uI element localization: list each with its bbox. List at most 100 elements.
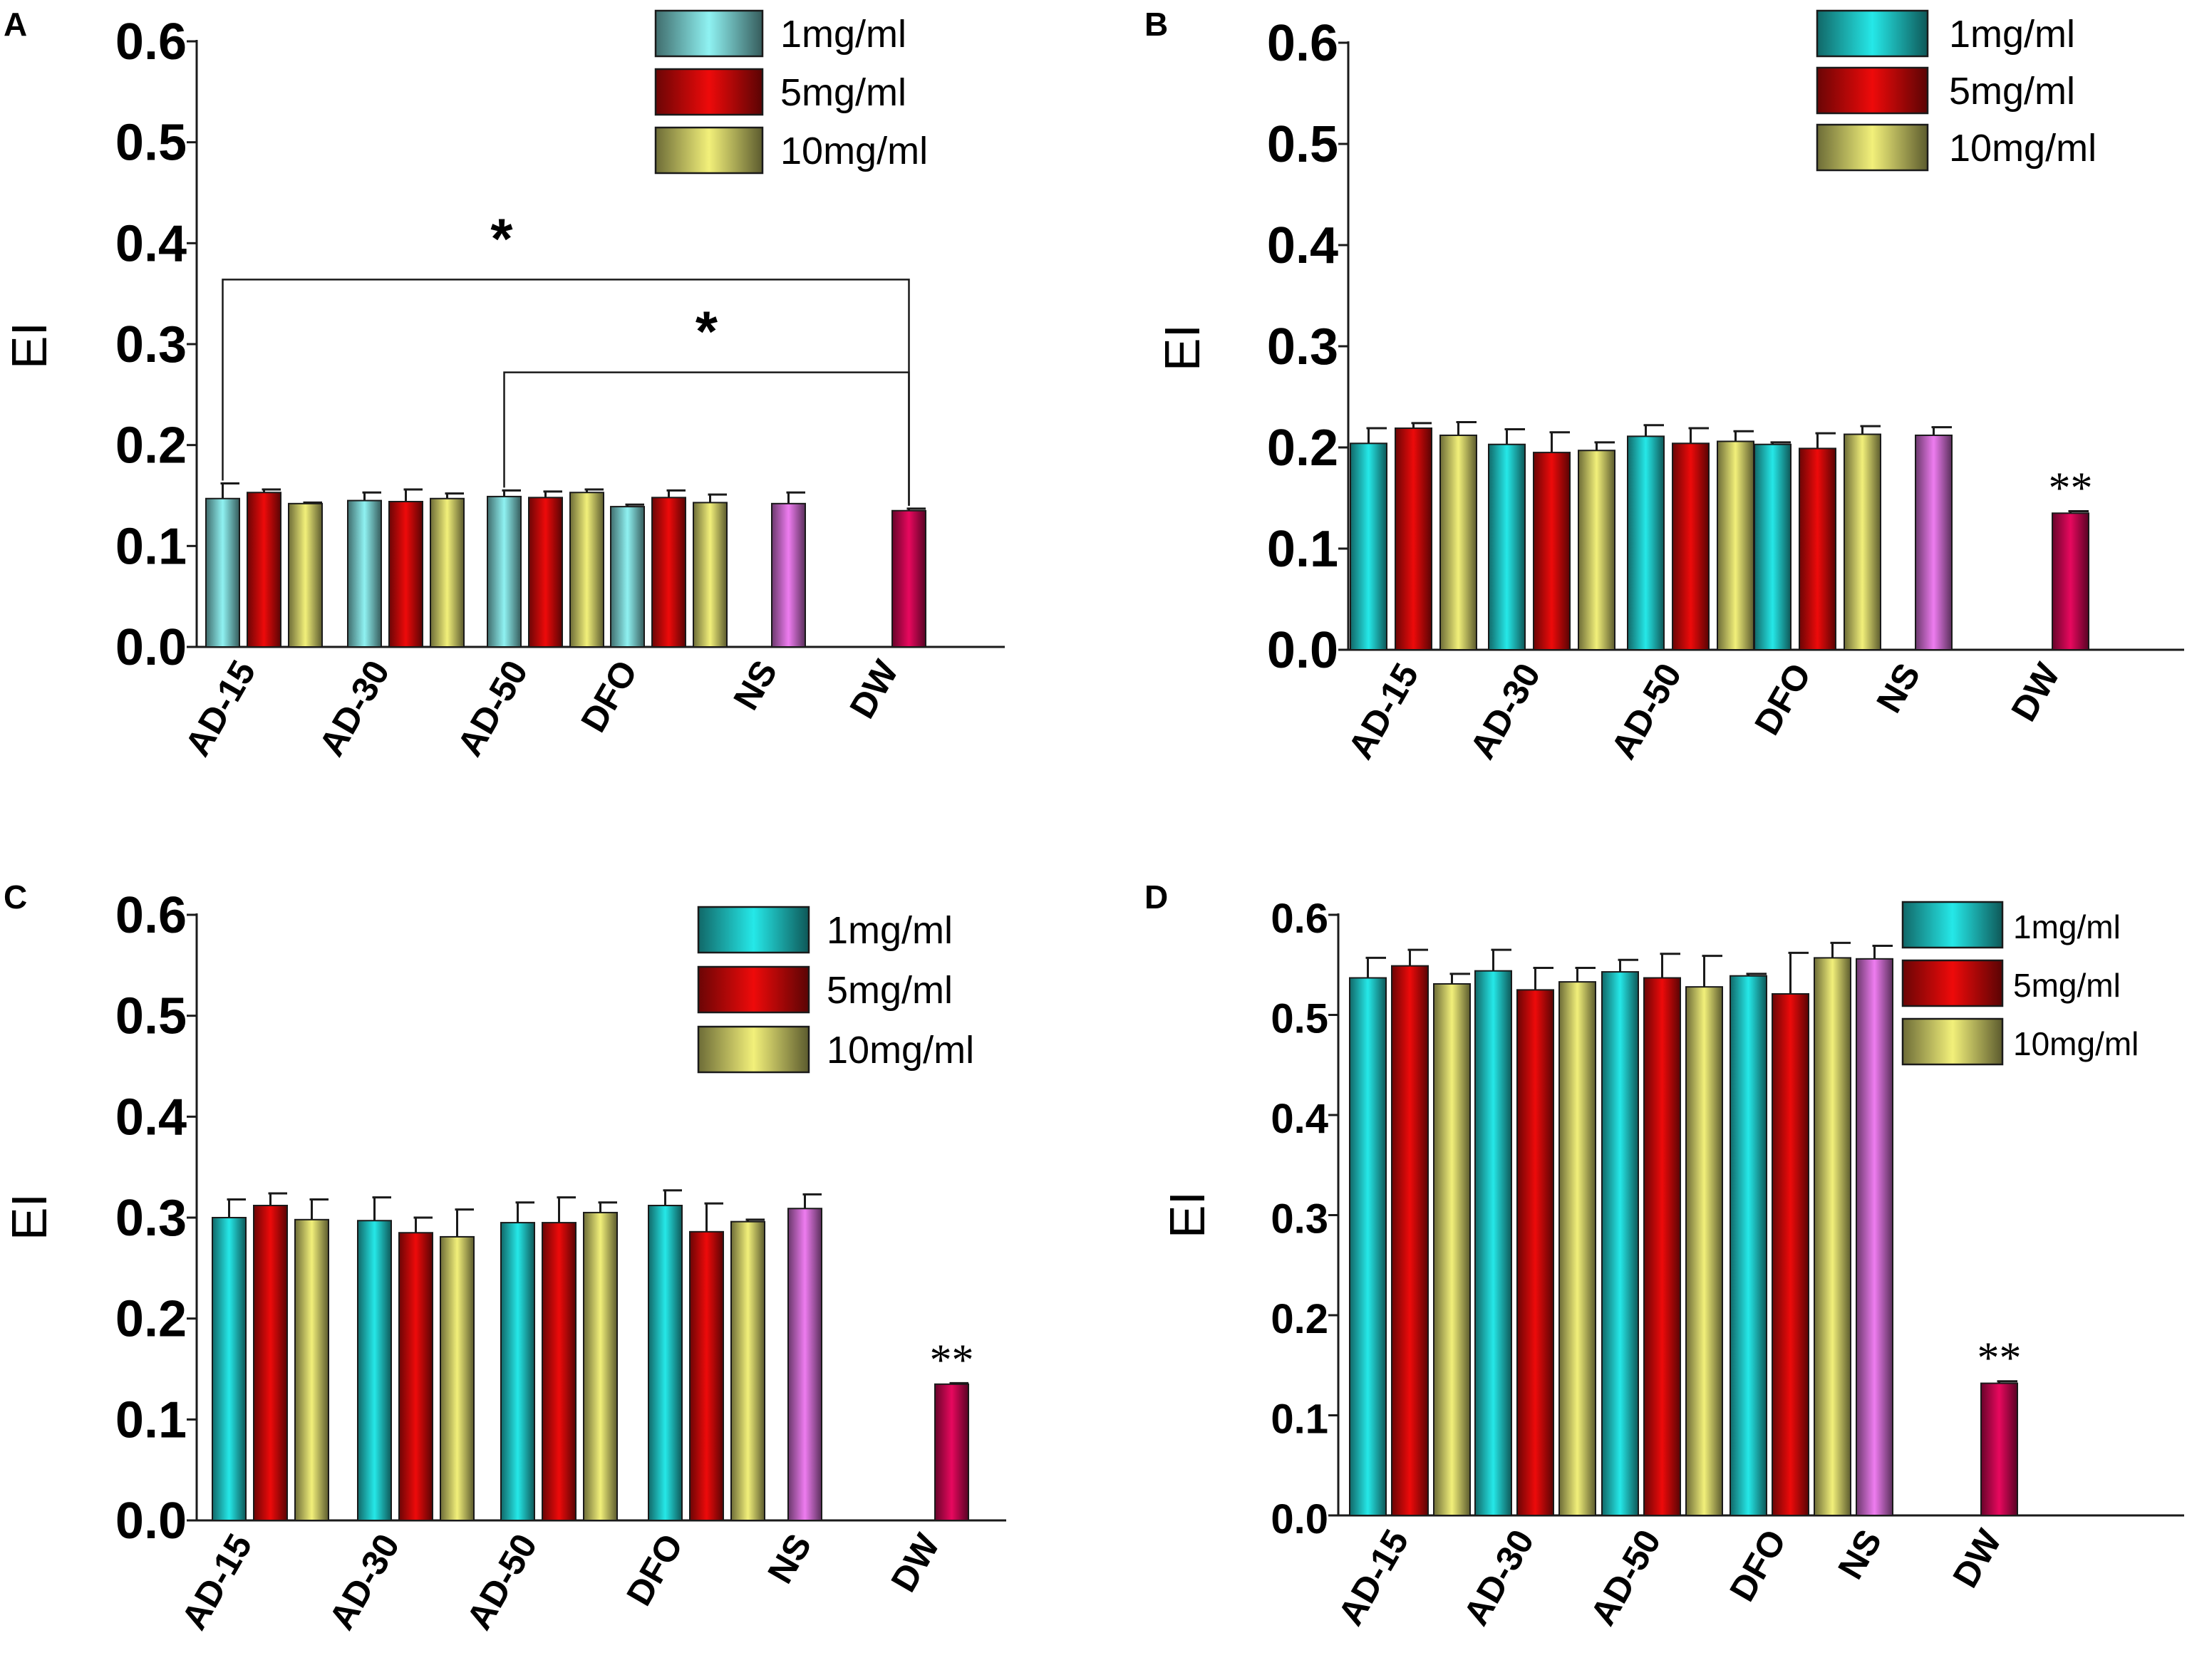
- panel-b-legend-label-10mg-ml: 10mg/ml: [1949, 127, 2096, 170]
- panel-a-bar-ad-50-10mg-ml: [569, 492, 604, 648]
- panel-d-y-tick-label: 0.4: [1271, 1096, 1328, 1142]
- panel-b-bar-dfo-1mg-ml: [1754, 443, 1792, 650]
- panel-d-bar-ad-50-10mg-ml: [1685, 986, 1723, 1517]
- panel-d-legend-swatch-10mg-ml: [1901, 1017, 2004, 1066]
- panel-a-y-tick-label: 0.5: [115, 115, 187, 172]
- panel-c-bar-ad-30-10mg-ml: [440, 1235, 475, 1521]
- panel-d-bar-ad-15-1mg-ml: [1349, 977, 1387, 1516]
- panel-b-legend-swatch-10mg-ml: [1816, 123, 1929, 172]
- panel-a-category-label-ad-30: AD-30: [311, 654, 398, 763]
- panel-b-bar-ad-50-10mg-ml: [1717, 440, 1754, 650]
- panel-d-significance-marker: **: [1977, 1334, 2022, 1383]
- panel-a-category-label-ns: NS: [725, 654, 785, 717]
- panel-d-category-label-ns: NS: [1830, 1523, 1889, 1586]
- panel-d-y-axis-title: EI: [1159, 1191, 1215, 1238]
- panel-c-bar-dfo-1mg-ml: [648, 1205, 683, 1521]
- panel-c-bar-ad-15-10mg-ml: [294, 1218, 329, 1522]
- panel-a-bar-dfo-1mg-ml: [610, 506, 645, 648]
- panel-a-y-tick-label: 0.4: [115, 215, 187, 272]
- panel-d-bar-ad-15-10mg-ml: [1433, 982, 1471, 1516]
- panel-a-bar-ad-50-5mg-ml: [528, 497, 563, 648]
- panel-a-bar-ns: [771, 502, 806, 648]
- panel-c-legend-swatch-5mg-ml: [697, 965, 810, 1014]
- panel-c-y-tick-label: 0.5: [115, 988, 187, 1045]
- panel-c-bar-ad-30-1mg-ml: [357, 1220, 392, 1521]
- panel-c-y-tick-label: 0.3: [115, 1190, 187, 1247]
- panel-c-category-label-ns: NS: [760, 1528, 819, 1590]
- panel-a-significance-bracket-2: [503, 371, 910, 506]
- panel-c-bar-ad-50-1mg-ml: [500, 1222, 535, 1522]
- panel-d-category-label-dfo: DFO: [1722, 1523, 1794, 1608]
- panel-d-bar-ad-30-1mg-ml: [1474, 970, 1512, 1517]
- panel-a-legend-swatch-5mg-ml: [654, 68, 764, 116]
- panel-c-category-label-ad-30: AD-30: [321, 1528, 408, 1637]
- panel-a-legend-label-5mg-ml: 5mg/ml: [780, 71, 906, 114]
- panel-c-y-tick-label: 0.6: [115, 887, 187, 944]
- panel-b: B EI 0.0 0.1 0.2 0.3 0.4 0.5 0.6 AD-15 AD-30 AD-50 D…: [1144, 6, 2184, 766]
- panel-d-bar-ad-30-5mg-ml: [1516, 989, 1554, 1516]
- panel-c-y-tick-label: 0.0: [115, 1493, 187, 1550]
- panel-b-bar-ad-30-10mg-ml: [1578, 450, 1615, 650]
- panel-c-bar-ad-30-5mg-ml: [398, 1232, 433, 1521]
- panel-b-legend-label-5mg-ml: 5mg/ml: [1949, 70, 2075, 113]
- panel-d-bar-dfo-1mg-ml: [1730, 975, 1767, 1516]
- panel-d-y-tick-label: 0.5: [1271, 996, 1328, 1042]
- panel-a-bar-ad-30-10mg-ml: [430, 497, 465, 648]
- panel-a-legend-swatch-1mg-ml: [654, 9, 764, 58]
- panel-d-legend-label-1mg-ml: 1mg/ml: [2013, 908, 2121, 945]
- panel-c-bar-dw: [934, 1383, 969, 1521]
- panel-a-bar-ad-30-5mg-ml: [388, 501, 423, 648]
- panel-c-legend-swatch-1mg-ml: [697, 906, 810, 954]
- panel-c-category-label-dw: DW: [883, 1527, 948, 1599]
- panel-a-bar-dfo-10mg-ml: [693, 502, 728, 648]
- panel-b-bar-dw: [2052, 512, 2089, 650]
- panel-d-bar-dw: [1980, 1382, 2018, 1517]
- panel-b-y-tick-label: 0.4: [1267, 217, 1338, 274]
- panel-a-bar-ad-15-5mg-ml: [247, 492, 281, 648]
- panel-b-legend-swatch-1mg-ml: [1816, 9, 1929, 58]
- panel-d-legend-swatch-1mg-ml: [1901, 901, 2004, 949]
- panel-a-legend-label-10mg-ml: 10mg/ml: [780, 130, 928, 172]
- panel-b-bar-ad-50-5mg-ml: [1672, 442, 1710, 650]
- panel-b-bar-ad-15-1mg-ml: [1350, 442, 1387, 650]
- panel-d-category-label-ad-30: AD-30: [1456, 1523, 1542, 1632]
- panel-a-bar-ad-15-10mg-ml: [288, 502, 323, 648]
- panel-b-y-tick-label: 0.2: [1267, 420, 1338, 477]
- panel-a-bar-ad-50-1mg-ml: [487, 495, 522, 648]
- panel-c-bar-ns: [787, 1208, 822, 1521]
- panel-b-legend-swatch-5mg-ml: [1816, 66, 1929, 115]
- panel-c-bar-ad-50-10mg-ml: [583, 1211, 618, 1521]
- panel-a-y-axis-title: EI: [1, 322, 57, 369]
- panel-c-bar-dfo-10mg-ml: [730, 1220, 765, 1521]
- panel-b-category-label-dw: DW: [2003, 656, 2068, 728]
- panel-d-y-tick-label: 0.0: [1271, 1496, 1328, 1542]
- panel-b-y-tick-label: 0.5: [1267, 116, 1338, 173]
- panel-d-bar-ad-50-5mg-ml: [1643, 977, 1681, 1516]
- panel-a-y-tick-label: 0.3: [115, 316, 187, 373]
- panel-b-category-label-dfo: DFO: [1747, 657, 1819, 742]
- panel-a: A EI 0.0 0.1 0.2 0.3 0.4 0.5 0.6 AD-15 AD-30 AD-50 D…: [1, 6, 1005, 763]
- panel-d-bar-ns: [1856, 958, 1893, 1516]
- panel-c-bar-ad-15-5mg-ml: [253, 1205, 288, 1521]
- panel-c-bar-ad-50-5mg-ml: [542, 1222, 577, 1522]
- panel-d-y-tick-label: 0.1: [1271, 1396, 1328, 1443]
- panel-b-category-label-ad-30: AD-30: [1462, 657, 1549, 766]
- panel-a-legend-swatch-10mg-ml: [654, 126, 764, 175]
- panel-a-bar-ad-30-1mg-ml: [347, 499, 382, 648]
- panel-b-category-label-ad-50: AD-50: [1603, 657, 1690, 766]
- panel-a-y-tick-label: 0.0: [115, 619, 187, 676]
- panel-d-bar-ad-50-1mg-ml: [1601, 971, 1639, 1516]
- panel-b-y-axis-title: EI: [1154, 324, 1210, 371]
- panel-d: D EI 0.0 0.1 0.2 0.3 0.4 0.5 0.6 AD-15 AD-30 AD-50 D…: [1144, 878, 2184, 1632]
- panel-d-legend-label-5mg-ml: 5mg/ml: [2013, 967, 2121, 1004]
- panel-d-bar-dfo-10mg-ml: [1814, 957, 1851, 1517]
- panel-a-bar-dfo-5mg-ml: [651, 497, 686, 648]
- panel-c-legend-label-5mg-ml: 5mg/ml: [827, 969, 953, 1012]
- panel-b-bar-ad-50-1mg-ml: [1627, 435, 1665, 650]
- panel-b-bar-ad-15-10mg-ml: [1439, 434, 1477, 651]
- panel-d-letter: D: [1144, 878, 1168, 916]
- panel-a-category-label-dw: DW: [842, 653, 906, 725]
- panel-a-significance-star-1: *: [490, 207, 513, 270]
